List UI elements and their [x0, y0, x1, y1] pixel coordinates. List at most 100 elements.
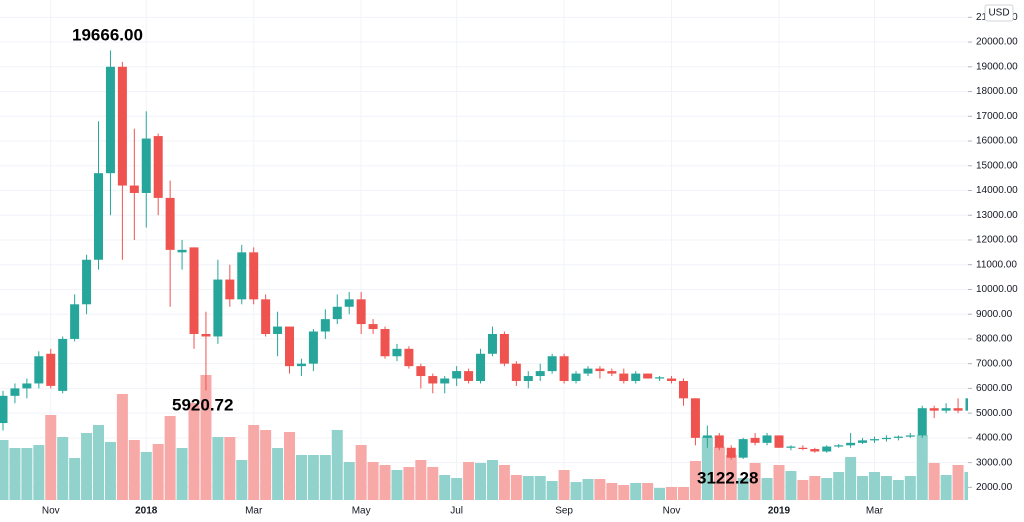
volume-bar: [9, 448, 21, 500]
volume-bar: [880, 476, 892, 500]
volume-bar: [260, 430, 272, 500]
volume-bar: [618, 485, 630, 500]
y-tick-label: 14000.00: [976, 185, 1018, 196]
volume-bar: [272, 448, 284, 500]
candle-body: [46, 353, 56, 386]
x-tick-label: Jul: [450, 506, 463, 517]
candle-body: [428, 376, 438, 384]
y-tick-label: 16000.00: [976, 136, 1018, 147]
volume-bar: [737, 478, 749, 500]
candle-body: [332, 306, 342, 320]
volume-bar: [761, 478, 773, 500]
candle-body: [189, 247, 199, 334]
volume-bar: [248, 425, 260, 500]
candle-body: [583, 368, 593, 374]
y-tick-label: 8000.00: [976, 334, 1013, 345]
candles: [0, 50, 975, 460]
volume-bar: [164, 416, 176, 500]
y-tick-label: 20000.00: [976, 37, 1018, 48]
candle-body: [249, 252, 259, 300]
y-tick-label: 9000.00: [976, 309, 1013, 320]
candle-body: [726, 447, 736, 458]
candle-body: [559, 356, 569, 381]
y-tick-label: 2000.00: [976, 482, 1013, 493]
volume-bar: [486, 460, 498, 500]
candle-body: [404, 348, 414, 367]
candle-body: [678, 380, 688, 399]
candle-body: [141, 138, 151, 193]
x-tick-label: Nov: [663, 506, 681, 517]
candle-body: [440, 378, 450, 384]
candle-body: [905, 435, 915, 437]
volume-bar: [212, 437, 224, 500]
candle-body: [655, 377, 665, 379]
volume-bar: [713, 447, 725, 500]
candle-body: [34, 356, 44, 384]
candle-body: [129, 185, 139, 193]
candle-body: [225, 279, 235, 300]
volume-bar: [701, 437, 713, 500]
candle-body: [619, 373, 629, 381]
volume-bar: [916, 435, 928, 500]
candle-body: [392, 348, 402, 357]
candle-body: [10, 388, 20, 396]
volume-bar: [833, 472, 845, 500]
volume-bar: [69, 458, 81, 500]
high-annotation: 19666.00: [72, 25, 143, 44]
volume-bar: [677, 487, 689, 500]
x-tick-label: 2018: [135, 506, 158, 517]
candle-body: [810, 449, 820, 452]
candle-body: [714, 435, 724, 448]
volume: [0, 375, 976, 500]
candle-body: [452, 371, 462, 379]
currency-box: [984, 4, 1014, 22]
volume-bar: [415, 460, 427, 500]
candle-body: [822, 446, 832, 452]
y-tick-label: 19000.00: [976, 61, 1018, 72]
volume-bar: [427, 467, 439, 500]
volume-bar: [558, 470, 570, 500]
volume-bar: [331, 430, 343, 500]
candle-body: [213, 279, 223, 337]
candle-body: [58, 338, 68, 391]
volume-bar: [594, 479, 606, 500]
volume-bar: [463, 462, 475, 500]
y-tick-label: 4000.00: [976, 433, 1013, 444]
volume-bar: [367, 462, 379, 500]
candle-body: [869, 439, 879, 441]
x-axis: Nov 2018 Mar May Jul Sep Nov 2019 Mar: [42, 506, 884, 517]
candle-body: [0, 395, 8, 424]
candle-body: [22, 383, 32, 389]
volume-bar: [21, 448, 33, 500]
candle-body: [296, 363, 306, 367]
candle-body: [368, 324, 378, 330]
volume-bar: [116, 394, 128, 500]
candle-body: [273, 326, 283, 334]
candle-body: [535, 371, 545, 377]
candle-body: [858, 440, 868, 443]
candle-body: [464, 371, 474, 381]
candle-body: [786, 446, 796, 448]
volume-bar: [319, 455, 331, 500]
candle-body: [607, 371, 617, 374]
volume-bar: [152, 444, 164, 500]
volume-bar: [510, 475, 522, 500]
candle-body: [105, 66, 115, 174]
candle-body: [571, 373, 581, 381]
volume-bar: [689, 461, 701, 500]
volume-bar: [128, 440, 140, 500]
volume-bar: [0, 440, 9, 500]
x-tick-label: 2019: [768, 506, 791, 517]
y-tick-label: 12000.00: [976, 235, 1018, 246]
volume-bar: [140, 452, 152, 500]
volume-bar: [451, 478, 463, 500]
candle-body: [881, 437, 891, 440]
candle-body: [750, 437, 760, 443]
y-tick-label: 11000.00: [976, 259, 1017, 270]
volume-bar: [224, 437, 236, 500]
candle-body: [308, 331, 318, 364]
volume-bar: [200, 375, 212, 500]
volume-bar: [904, 476, 916, 500]
y-tick-label: 13000.00: [976, 210, 1018, 221]
